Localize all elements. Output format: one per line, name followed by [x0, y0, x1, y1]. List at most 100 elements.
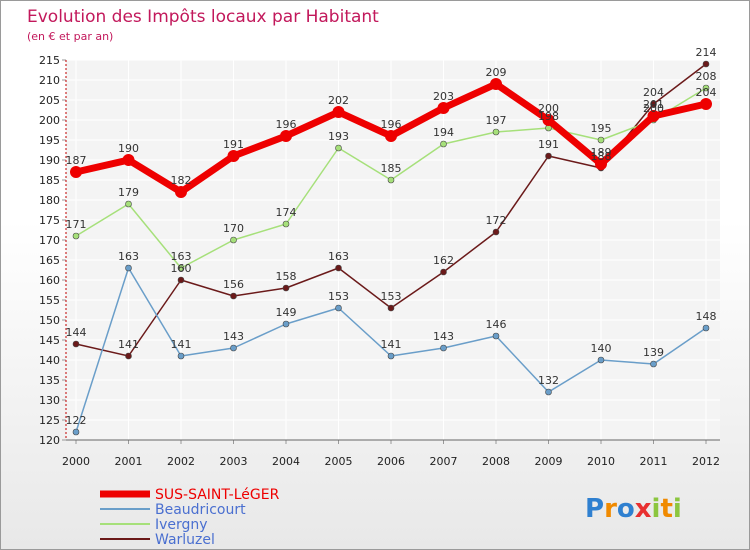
- data-label-ivergny: 195: [591, 122, 612, 135]
- x-tick-label: 2008: [482, 455, 510, 468]
- y-tick-label: 190: [39, 154, 60, 167]
- x-tick-label: 2012: [692, 455, 720, 468]
- data-label-warluzel: 144: [66, 326, 87, 339]
- y-tick-label: 180: [39, 194, 60, 207]
- data-label-warluzel: 158: [276, 270, 297, 283]
- data-point-ivergny: [177, 264, 185, 272]
- data-point-beaudricourt: [125, 264, 132, 272]
- data-point-warluzel: [440, 268, 447, 276]
- data-labels: 144 141 160 156 158 163 153 162 172 191 188 204 214 1…: [66, 46, 717, 427]
- data-point-warluzel: [230, 292, 237, 300]
- data-point-sus-saint-l-ger: [647, 110, 660, 122]
- axes: 120 125 130 135 140 145 150 155 160 165 170 175 180 1…: [39, 54, 720, 468]
- data-point-ivergny: [230, 236, 237, 244]
- data-point-ivergny: [440, 140, 447, 148]
- data-point-ivergny: [597, 136, 605, 144]
- data-label-sus-saint-l-ger: 209: [486, 66, 507, 79]
- data-point-sus-saint-l-ger: [385, 130, 397, 142]
- data-label-ivergny: 179: [118, 186, 139, 199]
- data-label-sus-saint-l-ger: 203: [433, 90, 454, 103]
- data-point-warluzel: [387, 304, 395, 312]
- data-label-warluzel: 160: [171, 262, 192, 275]
- data-point-sus-saint-l-ger: [700, 98, 712, 110]
- data-label-beaudricourt: 140: [591, 342, 612, 355]
- data-label-warluzel: 214: [696, 46, 717, 59]
- data-label-warluzel: 191: [538, 138, 559, 151]
- data-point-ivergny: [125, 200, 132, 208]
- data-label-sus-saint-l-ger: 201: [643, 98, 664, 111]
- data-label-sus-saint-l-ger: 187: [66, 154, 87, 167]
- data-point-beaudricourt: [597, 356, 605, 364]
- data-label-warluzel: 204: [643, 86, 664, 99]
- data-point-warluzel: [650, 100, 657, 108]
- y-tick-label: 130: [39, 394, 60, 407]
- data-point-ivergny: [72, 232, 80, 240]
- data-label-ivergny: 194: [433, 126, 454, 139]
- y-tick-label: 150: [39, 314, 60, 327]
- logo-text: Proxiti: [585, 494, 682, 524]
- y-tick-label: 215: [39, 54, 60, 67]
- data-label-warluzel: 188: [591, 150, 612, 163]
- y-tick-label: 210: [39, 74, 60, 87]
- y-tick-label: 175: [39, 214, 60, 227]
- data-point-ivergny: [702, 84, 710, 92]
- data-label-ivergny: 174: [276, 206, 297, 219]
- y-tick-label: 170: [39, 234, 60, 247]
- y-tick-label: 160: [39, 274, 60, 287]
- data-label-sus-saint-l-ger: 189: [591, 146, 612, 159]
- data-label-ivergny: 197: [486, 114, 507, 127]
- legend-label: SUS-SAINT-LéGER: [155, 487, 280, 503]
- data-point-warluzel: [545, 152, 552, 160]
- data-label-warluzel: 156: [223, 278, 244, 291]
- data-label-sus-saint-l-ger: 202: [328, 94, 349, 107]
- data-point-beaudricourt: [440, 344, 447, 352]
- data-point-beaudricourt: [282, 320, 290, 328]
- y-tick-label: 195: [39, 134, 60, 147]
- data-point-warluzel: [335, 264, 342, 272]
- y-tick-label: 165: [39, 254, 60, 267]
- data-label-sus-saint-l-ger: 200: [538, 102, 559, 115]
- data-label-sus-saint-l-ger: 196: [381, 118, 402, 131]
- data-point-beaudricourt: [177, 352, 185, 360]
- data-label-ivergny: 163: [171, 250, 192, 263]
- data-label-warluzel: 172: [486, 214, 507, 227]
- data-point-ivergny: [492, 128, 500, 136]
- y-tick-label: 140: [39, 354, 60, 367]
- x-tick-label: 2006: [377, 455, 405, 468]
- data-point-beaudricourt: [230, 344, 237, 352]
- y-tick-label: 200: [39, 114, 60, 127]
- data-point-warluzel: [702, 60, 710, 68]
- data-point-beaudricourt: [650, 360, 657, 368]
- x-tick-label: 2003: [220, 455, 248, 468]
- data-point-beaudricourt: [387, 352, 395, 360]
- data-point-sus-saint-l-ger: [280, 130, 292, 142]
- data-label-beaudricourt: 146: [486, 318, 507, 331]
- data-point-sus-saint-l-ger: [122, 154, 135, 166]
- data-point-beaudricourt: [545, 388, 552, 396]
- data-label-beaudricourt: 139: [643, 346, 664, 359]
- y-tick-label: 205: [39, 94, 60, 107]
- data-point-beaudricourt: [335, 304, 342, 312]
- data-label-beaudricourt: 141: [171, 338, 192, 351]
- y-tick-label: 120: [39, 434, 60, 447]
- x-tick-label: 2004: [272, 455, 300, 468]
- data-point-warluzel: [125, 352, 132, 360]
- data-label-sus-saint-l-ger: 196: [276, 118, 297, 131]
- data-label-beaudricourt: 141: [381, 338, 402, 351]
- data-point-sus-saint-l-ger: [175, 186, 187, 198]
- plot-area: [66, 60, 720, 440]
- legend: SUS-SAINT-LéGERBeaudricourtIvergnyWarluz…: [100, 487, 280, 548]
- y-tick-label: 145: [39, 334, 60, 347]
- data-point-sus-saint-l-ger: [332, 106, 345, 118]
- data-label-ivergny: 193: [328, 130, 349, 143]
- data-point-sus-saint-l-ger: [595, 158, 607, 170]
- legend-label: Ivergny: [155, 517, 208, 533]
- data-label-warluzel: 153: [381, 290, 402, 303]
- data-label-ivergny: 200: [643, 102, 664, 115]
- data-label-sus-saint-l-ger: 204: [696, 86, 717, 99]
- data-label-sus-saint-l-ger: 191: [223, 138, 244, 151]
- data-label-beaudricourt: 149: [276, 306, 297, 319]
- data-point-sus-saint-l-ger: [227, 150, 240, 162]
- data-label-ivergny: 208: [696, 70, 717, 83]
- data-label-ivergny: 171: [66, 218, 87, 231]
